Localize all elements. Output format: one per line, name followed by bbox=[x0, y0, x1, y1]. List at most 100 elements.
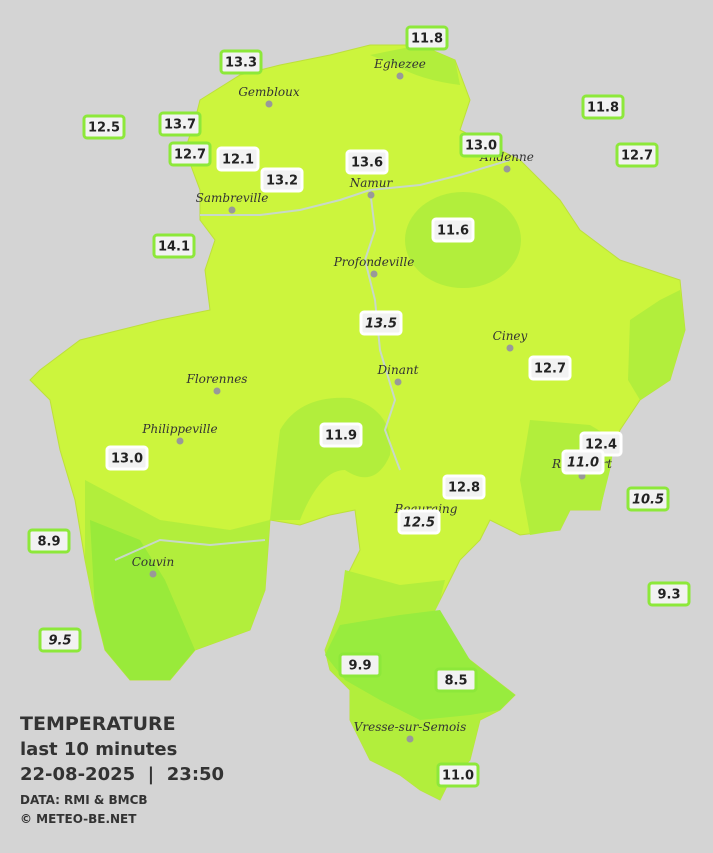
station-temp: 13.0 bbox=[465, 139, 497, 154]
station: 12.8 bbox=[442, 474, 486, 500]
station: 12.7 bbox=[528, 355, 572, 381]
town-label: Ciney bbox=[493, 329, 528, 343]
station-box bbox=[561, 449, 605, 475]
station-temp: 11.0 bbox=[442, 769, 474, 784]
station-temp: 12.7 bbox=[534, 362, 566, 377]
town-dot bbox=[396, 72, 404, 80]
town-label: Florennes bbox=[186, 372, 248, 386]
station: 12.5 bbox=[397, 509, 441, 535]
station-temp: 9.3 bbox=[657, 588, 680, 603]
station-box bbox=[27, 528, 71, 554]
station-box bbox=[436, 762, 480, 788]
station: 9.5 bbox=[38, 627, 82, 653]
town-label: Profondeville bbox=[333, 255, 415, 269]
station-box bbox=[260, 167, 304, 193]
station: 11.6 bbox=[431, 217, 475, 243]
station-temp: 13.3 bbox=[225, 56, 257, 71]
station-temp: 12.5 bbox=[88, 121, 120, 136]
station-temp: 13.5 bbox=[365, 317, 397, 332]
town-label: Sambreville bbox=[196, 191, 269, 205]
station: 11.0 bbox=[436, 762, 480, 788]
town-dot bbox=[370, 270, 378, 278]
legend-period: last 10 minutes bbox=[20, 739, 177, 760]
station-temp: 12.4 bbox=[585, 438, 617, 453]
town-dot bbox=[228, 206, 236, 214]
station: 13.0 bbox=[105, 445, 149, 471]
station-box bbox=[152, 233, 196, 259]
legend-source: DATA: RMI & BMCB bbox=[20, 793, 148, 807]
station-temp: 11.8 bbox=[411, 32, 443, 47]
station: 8.9 bbox=[27, 528, 71, 554]
station-temp: 11.0 bbox=[567, 456, 599, 471]
station-box bbox=[219, 49, 263, 75]
town-label: Philippeville bbox=[141, 422, 217, 436]
station-temp: 12.5 bbox=[403, 516, 435, 531]
station-temp: 10.5 bbox=[632, 493, 664, 508]
station: 13.2 bbox=[260, 167, 304, 193]
town-dot bbox=[149, 570, 157, 578]
station: 8.5 bbox=[434, 667, 478, 693]
station-temp: 12.8 bbox=[448, 481, 480, 496]
station: 14.1 bbox=[152, 233, 196, 259]
station-temp: 13.0 bbox=[111, 452, 143, 467]
station-temp: 12.1 bbox=[222, 153, 254, 168]
station-box bbox=[626, 486, 670, 512]
station: 10.5 bbox=[626, 486, 670, 512]
station: 12.5 bbox=[82, 114, 126, 140]
station: 11.9 bbox=[319, 422, 363, 448]
town-dot bbox=[406, 735, 414, 743]
station: 12.1 bbox=[216, 146, 260, 172]
station: 13.5 bbox=[359, 310, 403, 336]
town-label: Vresse-sur-Semois bbox=[354, 720, 467, 734]
town-label: Dinant bbox=[377, 363, 419, 377]
station: 9.3 bbox=[647, 581, 691, 607]
station-box bbox=[158, 111, 202, 137]
station-temp: 13.7 bbox=[164, 118, 196, 133]
station-temp: 8.5 bbox=[444, 674, 467, 689]
legend-title: TEMPERATURE bbox=[20, 713, 176, 735]
town-label: Namur bbox=[349, 176, 394, 190]
cool-zone bbox=[628, 290, 685, 400]
town-dot bbox=[265, 100, 273, 108]
station-temp: 11.8 bbox=[587, 101, 619, 116]
town-dot bbox=[213, 387, 221, 395]
legend-credit: © METEO-BE.NET bbox=[20, 812, 137, 826]
station-box bbox=[405, 25, 449, 51]
station-temp: 12.7 bbox=[174, 148, 206, 163]
town-label: Couvin bbox=[132, 555, 174, 569]
station-temp: 12.7 bbox=[621, 149, 653, 164]
town-dot bbox=[394, 378, 402, 386]
town-dot bbox=[503, 165, 511, 173]
legend: TEMPERATURE last 10 minutes 22-08-2025 |… bbox=[20, 713, 224, 826]
station-temp: 9.5 bbox=[48, 634, 71, 649]
station-box bbox=[359, 310, 403, 336]
station-box bbox=[581, 94, 625, 120]
station: 13.0 bbox=[459, 132, 503, 158]
station: 9.9 bbox=[338, 652, 382, 678]
station-box bbox=[38, 627, 82, 653]
town-label: Gembloux bbox=[238, 85, 300, 99]
town-dot bbox=[506, 344, 514, 352]
town-dot bbox=[367, 191, 375, 199]
station-box bbox=[82, 114, 126, 140]
station-box bbox=[647, 581, 691, 607]
station: 13.3 bbox=[219, 49, 263, 75]
station-temp: 13.2 bbox=[266, 174, 298, 189]
station-temp: 11.9 bbox=[325, 429, 357, 444]
station: 11.0 bbox=[561, 449, 605, 475]
station: 13.6 bbox=[345, 149, 389, 175]
station-temp: 9.9 bbox=[348, 659, 371, 674]
station-box bbox=[216, 146, 260, 172]
station-box bbox=[338, 652, 382, 678]
station-box bbox=[105, 445, 149, 471]
town-label: Eghezee bbox=[373, 57, 426, 71]
station: 11.8 bbox=[405, 25, 449, 51]
station-box bbox=[442, 474, 486, 500]
station-box bbox=[615, 142, 659, 168]
town-dot bbox=[176, 437, 184, 445]
station: 11.8 bbox=[581, 94, 625, 120]
station-temp: 11.6 bbox=[437, 224, 469, 239]
station-box bbox=[459, 132, 503, 158]
station: 12.7 bbox=[615, 142, 659, 168]
